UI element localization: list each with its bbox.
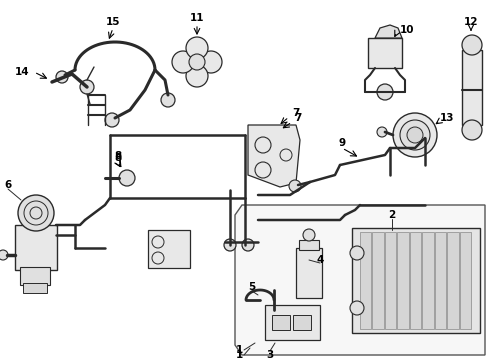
Bar xyxy=(295,248,321,298)
Bar xyxy=(384,232,395,329)
Circle shape xyxy=(349,246,363,260)
Circle shape xyxy=(18,195,54,231)
Bar xyxy=(23,283,47,293)
Bar xyxy=(461,50,481,125)
Circle shape xyxy=(376,84,392,100)
Circle shape xyxy=(392,113,436,157)
Bar xyxy=(434,232,445,329)
Bar xyxy=(292,315,310,330)
Circle shape xyxy=(185,37,207,59)
Bar xyxy=(409,232,420,329)
Bar xyxy=(298,240,318,250)
Circle shape xyxy=(119,170,135,186)
Circle shape xyxy=(461,35,481,55)
Bar xyxy=(367,38,401,68)
Text: 15: 15 xyxy=(105,17,120,27)
Bar xyxy=(15,225,57,270)
Polygon shape xyxy=(235,205,484,355)
Circle shape xyxy=(288,180,301,192)
Text: 8: 8 xyxy=(114,153,122,163)
Circle shape xyxy=(105,113,119,127)
Circle shape xyxy=(185,65,207,87)
Text: 4: 4 xyxy=(316,255,323,265)
Circle shape xyxy=(376,127,386,137)
Text: 2: 2 xyxy=(387,210,395,220)
Circle shape xyxy=(406,127,422,143)
Circle shape xyxy=(242,239,253,251)
Text: 14: 14 xyxy=(15,67,29,77)
Bar xyxy=(271,315,289,330)
Bar xyxy=(359,232,371,329)
Circle shape xyxy=(461,120,481,140)
Text: 8: 8 xyxy=(114,151,122,161)
Circle shape xyxy=(399,120,429,150)
Text: 1: 1 xyxy=(235,350,242,360)
Text: 12: 12 xyxy=(463,17,477,27)
Text: 3: 3 xyxy=(266,350,273,360)
Text: 5: 5 xyxy=(248,282,255,292)
Polygon shape xyxy=(247,125,299,187)
Bar xyxy=(459,232,470,329)
Text: 11: 11 xyxy=(189,13,204,23)
Bar xyxy=(264,305,319,340)
Bar xyxy=(20,267,50,285)
Circle shape xyxy=(224,239,236,251)
Text: 7: 7 xyxy=(294,113,301,123)
Circle shape xyxy=(56,71,68,83)
Circle shape xyxy=(303,229,314,241)
Circle shape xyxy=(349,301,363,315)
Bar xyxy=(421,232,433,329)
Bar xyxy=(372,232,383,329)
Bar xyxy=(397,232,408,329)
Circle shape xyxy=(200,51,222,73)
Text: 13: 13 xyxy=(439,113,453,123)
Circle shape xyxy=(172,51,194,73)
Circle shape xyxy=(0,250,8,260)
Bar xyxy=(351,228,479,333)
Text: 6: 6 xyxy=(4,180,12,190)
Text: 7: 7 xyxy=(292,108,299,118)
Circle shape xyxy=(161,93,175,107)
Circle shape xyxy=(189,54,204,70)
Text: 9: 9 xyxy=(338,138,345,148)
Polygon shape xyxy=(374,25,401,38)
Text: 1: 1 xyxy=(235,345,242,355)
Text: 10: 10 xyxy=(399,25,413,35)
Bar xyxy=(148,230,190,268)
Bar xyxy=(446,232,458,329)
Circle shape xyxy=(80,80,94,94)
